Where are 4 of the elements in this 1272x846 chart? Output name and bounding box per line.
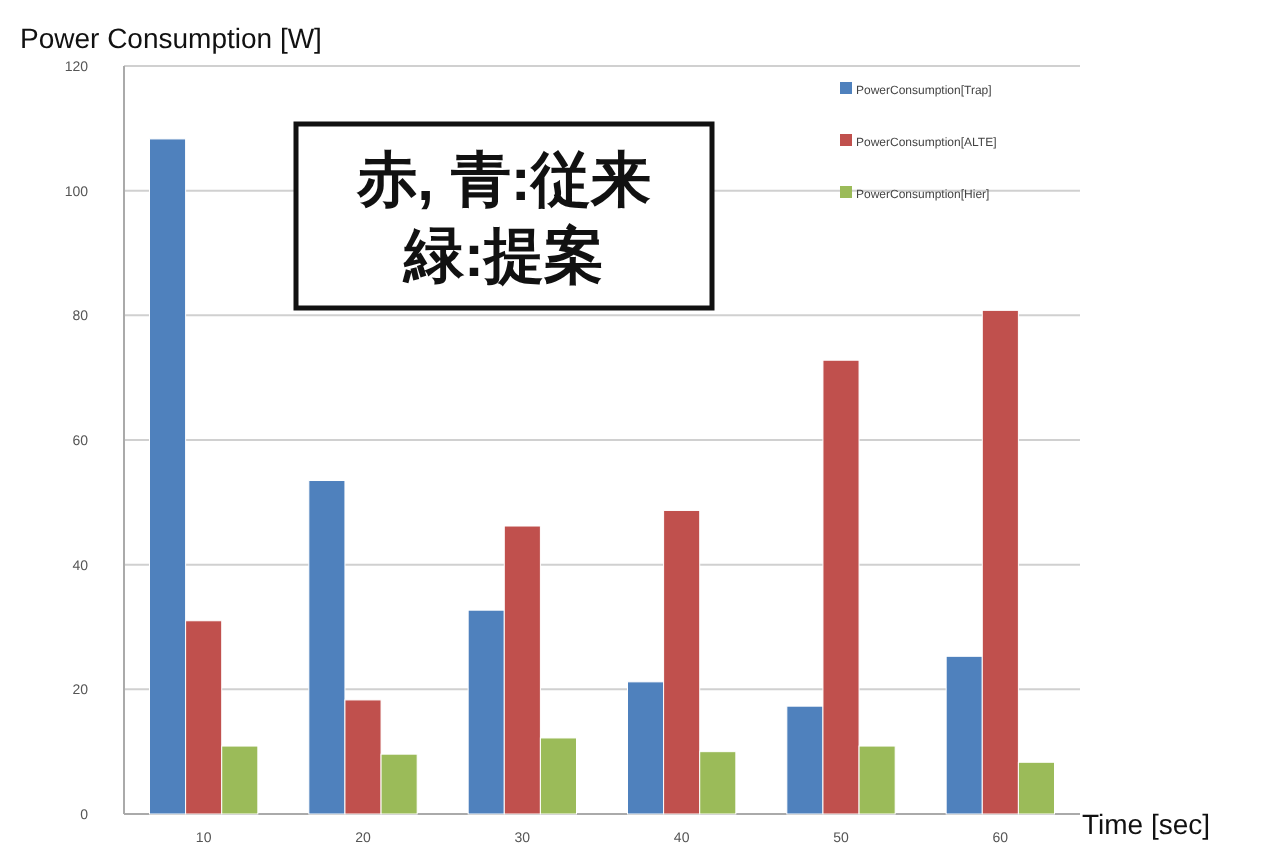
x-axis-title: Time [sec]	[1082, 808, 1211, 840]
y-axis-title: Power Consumption [W]	[20, 22, 322, 54]
annotation: 赤, 青:従来	[355, 148, 651, 214]
annotation: 緑:提案	[402, 222, 604, 290]
